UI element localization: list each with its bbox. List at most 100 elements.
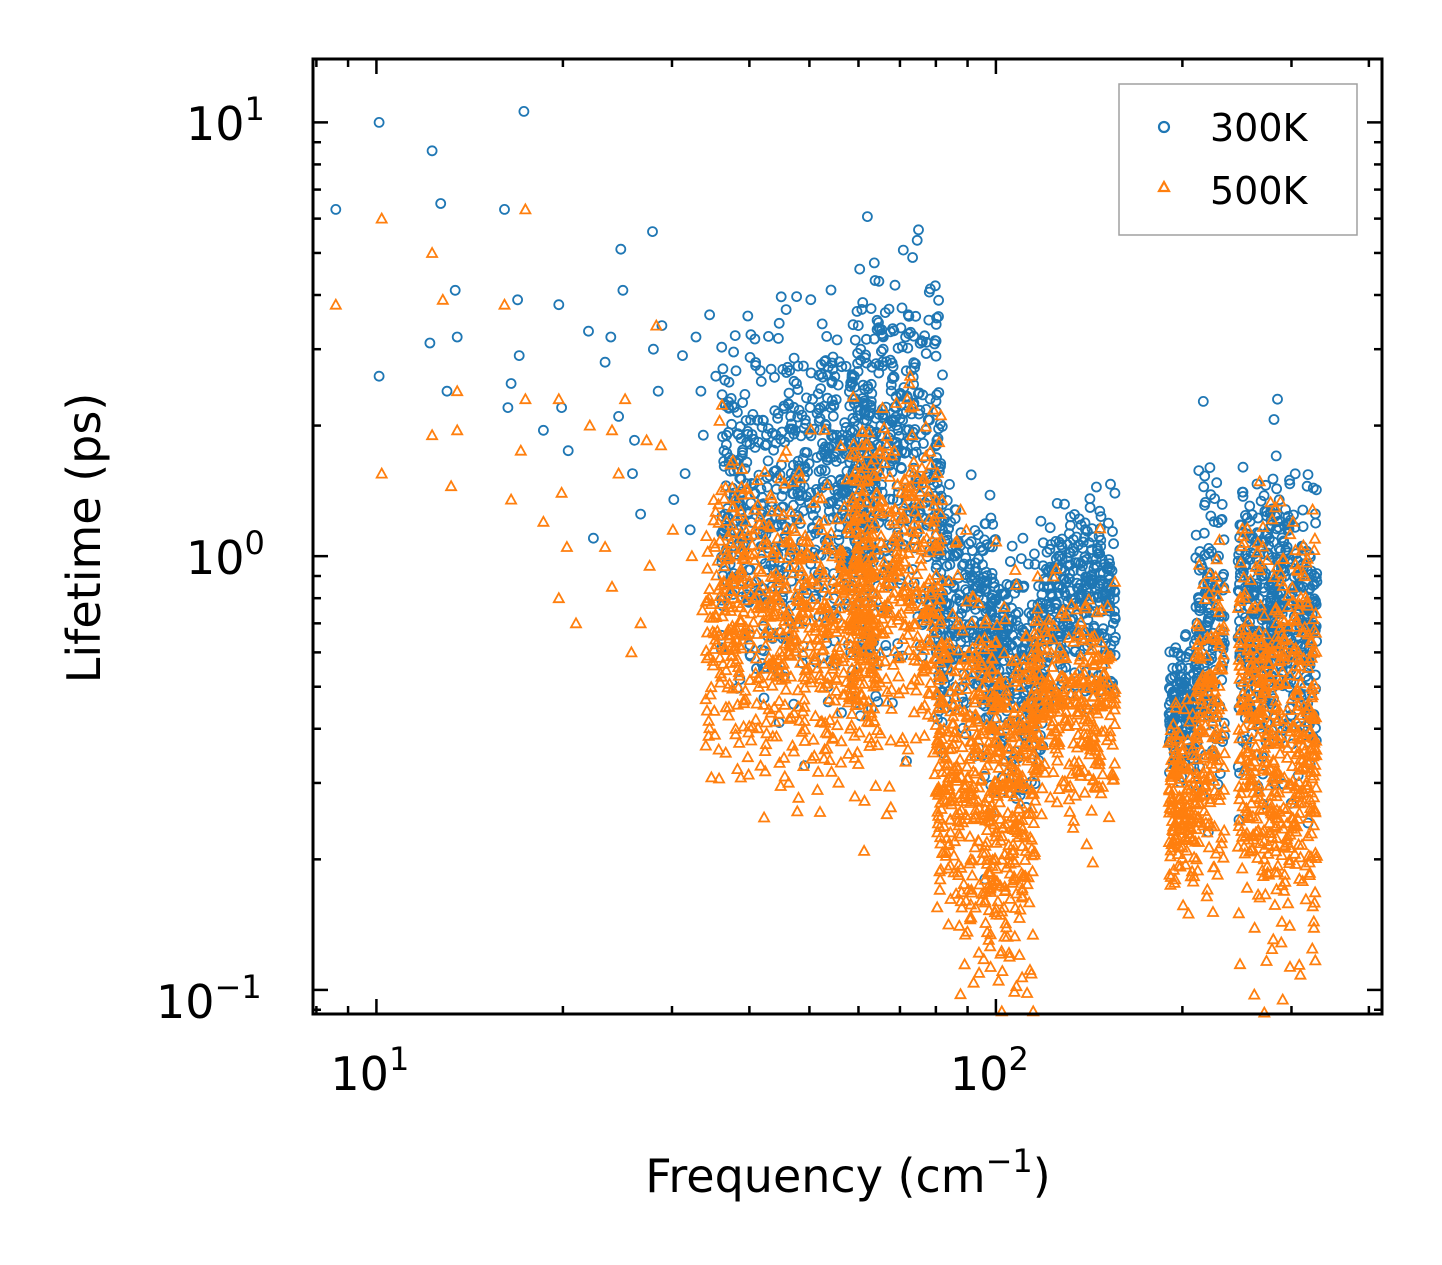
point-500k-1427 — [971, 714, 985, 727]
point-300k-1083 — [889, 279, 901, 291]
point-300k-1975 — [1063, 528, 1075, 540]
point-500k-1112 — [843, 521, 857, 534]
point-300k-2858 — [538, 424, 549, 436]
point-500k-590 — [740, 481, 754, 494]
point-500k-1878 — [1035, 807, 1049, 820]
point-500k-1857 — [1028, 763, 1042, 775]
point-300k-87 — [769, 371, 780, 383]
point-500k-1324 — [982, 670, 996, 683]
point-300k-619 — [762, 455, 774, 467]
point-500k-1696 — [1003, 866, 1017, 879]
point-500k-1257 — [939, 651, 954, 663]
point-500k-205 — [791, 790, 806, 803]
point-300k-1092 — [905, 365, 917, 376]
point-500k-446 — [818, 581, 832, 593]
point-500k-34 — [801, 631, 815, 644]
point-500k-1046 — [920, 658, 934, 671]
point-500k-603 — [724, 621, 738, 634]
point-500k-405 — [797, 699, 811, 712]
point-300k-1816 — [1094, 505, 1106, 517]
point-500k-284 — [713, 533, 727, 546]
point-500k-853 — [898, 754, 913, 767]
point-500k-2075 — [1046, 569, 1060, 582]
point-300k-694 — [801, 447, 813, 459]
point-500k-1346 — [965, 589, 980, 602]
point-500k-741 — [873, 467, 887, 479]
point-300k-2817 — [1245, 581, 1257, 593]
point-300k-991 — [903, 328, 915, 340]
point-500k-1709 — [1001, 741, 1015, 754]
point-300k-1105 — [907, 252, 918, 263]
point-300k-541 — [819, 441, 831, 453]
point-500k-388 — [772, 706, 786, 719]
point-500k-1663 — [998, 776, 1012, 789]
point-500k-1934 — [1040, 691, 1054, 704]
point-500k-663 — [731, 596, 745, 608]
point-500k-1447 — [1008, 729, 1022, 742]
point-500k-971 — [897, 584, 911, 597]
point-500k-1891 — [1072, 755, 1086, 767]
point-300k-2130 — [1170, 642, 1182, 654]
point-300k-446 — [825, 402, 837, 414]
point-500k-598 — [772, 694, 786, 706]
point-500k-1999 — [1092, 779, 1106, 792]
point-300k-2871 — [635, 508, 646, 520]
point-300k-1417 — [964, 627, 975, 638]
point-300k-2113 — [1180, 651, 1192, 663]
point-500k-2044 — [1036, 738, 1050, 751]
point-500k-565 — [781, 621, 795, 634]
point-500k-1718 — [1012, 747, 1027, 760]
point-500k-471 — [779, 443, 793, 456]
point-500k-5 — [755, 565, 769, 577]
point-300k-2859 — [583, 325, 594, 337]
point-500k-474 — [767, 604, 781, 617]
point-500k-1113 — [934, 532, 948, 545]
point-500k-2008 — [1071, 622, 1085, 635]
point-500k-1125 — [979, 916, 993, 928]
point-300k-1954 — [1056, 541, 1068, 553]
point-500k-1256 — [957, 668, 972, 681]
point-500k-2074 — [1078, 785, 1092, 798]
point-500k-1028 — [922, 545, 936, 558]
point-500k-614 — [726, 623, 741, 636]
point-500k-489 — [749, 712, 763, 725]
point-300k-674 — [771, 483, 782, 495]
point-500k-949 — [843, 638, 858, 651]
point-500k-2012 — [1092, 752, 1106, 765]
point-500k-1954 — [1094, 635, 1108, 648]
point-500k-1702 — [990, 825, 1004, 838]
point-500k-1386 — [965, 787, 980, 799]
point-300k-2851 — [512, 294, 523, 306]
point-300k-502 — [796, 409, 808, 421]
point-500k-78 — [730, 762, 745, 774]
point-500k-1062 — [906, 399, 921, 412]
point-500k-628 — [804, 675, 818, 688]
point-500k-959 — [889, 502, 903, 515]
point-500k-627 — [818, 716, 832, 728]
point-500k-2016 — [1042, 612, 1056, 625]
point-300k-2724 — [1311, 484, 1322, 496]
point-500k-559 — [787, 627, 801, 640]
point-300k-1979 — [1095, 511, 1107, 522]
point-500k-976 — [934, 507, 948, 519]
point-300k-2174 — [1216, 498, 1228, 510]
point-300k-690 — [839, 417, 851, 429]
point-500k-569 — [735, 479, 749, 492]
point-500k-920 — [854, 687, 868, 700]
point-300k-962 — [877, 331, 889, 343]
point-500k-2037 — [1070, 740, 1084, 753]
point-300k-362 — [816, 464, 827, 476]
point-300k-958 — [883, 303, 895, 315]
point-300k-1798 — [1109, 613, 1121, 625]
point-500k-1201 — [968, 695, 982, 708]
point-500k-1337 — [947, 794, 962, 807]
point-300k-625 — [820, 446, 832, 458]
point-500k-1698 — [1007, 674, 1022, 687]
point-500k-1417 — [952, 818, 966, 831]
point-500k-1265 — [937, 721, 951, 734]
point-500k-660 — [719, 514, 733, 526]
point-500k-1277 — [963, 829, 977, 842]
point-500k-690 — [832, 575, 846, 587]
point-300k-1981 — [1057, 573, 1069, 585]
point-500k-1278 — [954, 502, 968, 515]
